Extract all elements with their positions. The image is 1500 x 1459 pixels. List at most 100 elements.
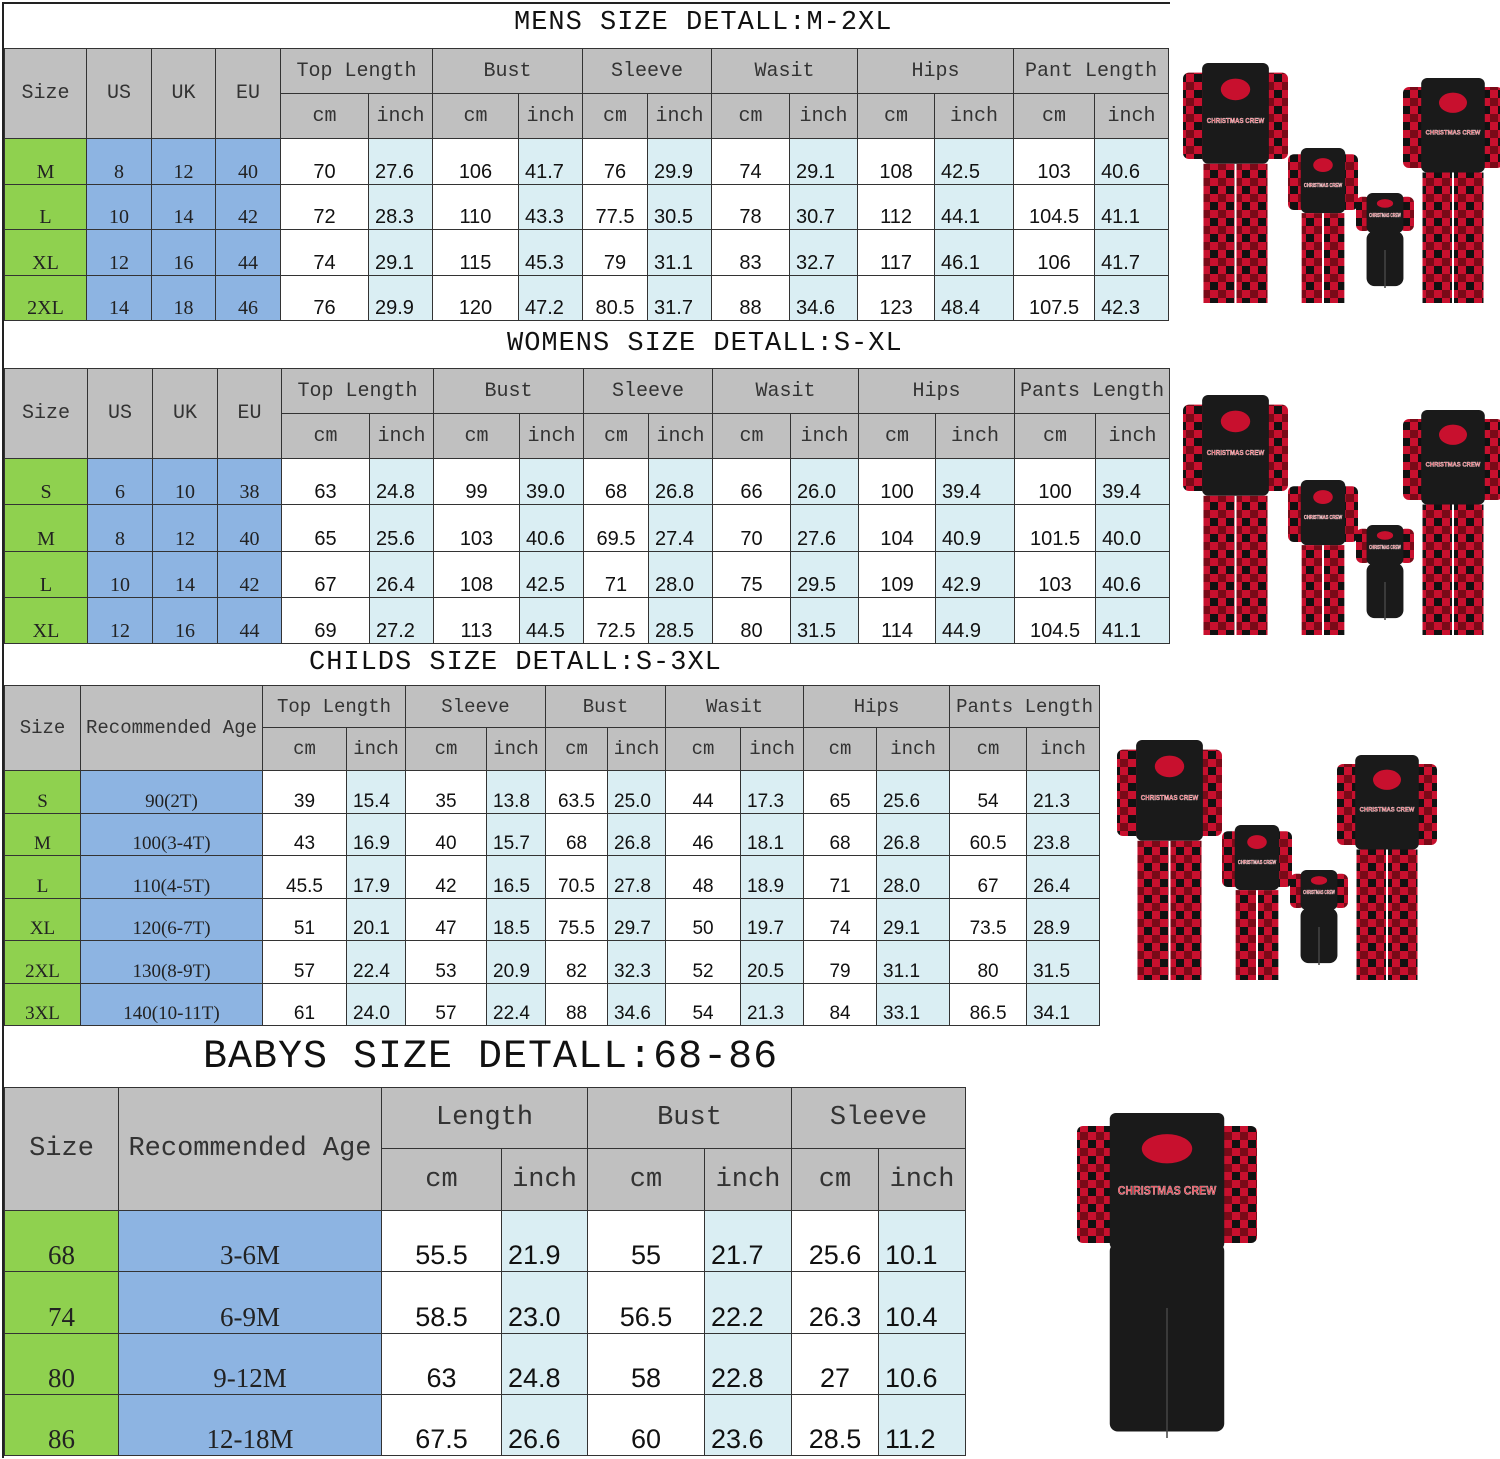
measurement-group-header: Pant Length: [1013, 48, 1170, 94]
fixed-cell: 100(3-4T): [80, 812, 263, 856]
childs-size-table: Size Recommended Age Top Length Sleeve Bust W…: [4, 685, 1101, 1026]
cm-value-cell: 106: [432, 138, 519, 185]
cm-value-cell: 68: [803, 812, 878, 856]
cm-value-cell: 53: [405, 940, 487, 984]
cm-value-cell: 68: [583, 457, 650, 506]
inch-value-cell: 40.0: [1095, 504, 1171, 552]
inch-value-cell: 31.5: [1026, 940, 1101, 984]
cm-value-cell: 74: [803, 897, 878, 941]
inch-value-cell: 27.8: [607, 855, 667, 899]
fixed-cell: 120(6-7T): [80, 897, 263, 941]
unit-header-inch: inch: [789, 93, 859, 139]
measurement-group-header: Pants Length: [1014, 368, 1171, 414]
cm-value-cell: 51: [262, 897, 347, 941]
inch-value-cell: 46.1: [934, 229, 1015, 276]
table-row: S 90(2T) 39 15.4 35 13.8 63.5 25.0 44 17.3 65 25.6 5…: [4, 770, 1101, 814]
table-row: 74 6-9M 58.5 23.0 56.5 22.2 26.3 10.4: [4, 1271, 966, 1334]
inch-value-cell: 31.5: [790, 596, 860, 645]
fixed-cell: 8: [87, 504, 153, 552]
cm-value-cell: 106: [1013, 229, 1096, 276]
inch-value-cell: 40.6: [518, 504, 585, 552]
cm-value-cell: 44: [665, 770, 742, 814]
inch-value-cell: 26.8: [607, 812, 667, 856]
cm-value-cell: 57: [405, 982, 487, 1026]
fixed-cell: 12: [152, 504, 218, 552]
unit-header-cm: cm: [803, 727, 878, 771]
christmas-crew-print: CHRISTMAS CREW: [1303, 890, 1335, 896]
inch-value-cell: 39.0: [518, 457, 585, 506]
cm-value-cell: 57: [262, 940, 347, 984]
christmas-crew-print: CHRISTMAS CREW: [1304, 515, 1343, 521]
inch-value-cell: 10.6: [878, 1332, 966, 1395]
unit-header-inch: inch: [934, 93, 1015, 139]
cm-value-cell: 28.5: [791, 1393, 879, 1457]
cm-value-cell: 58.5: [381, 1271, 502, 1334]
inch-value-cell: 43.3: [517, 183, 584, 230]
cm-value-cell: 54: [949, 770, 1028, 814]
cm-value-cell: 79: [803, 940, 878, 984]
inch-value-cell: 44.1: [934, 183, 1015, 230]
unit-header-cm: cm: [949, 727, 1028, 771]
cm-value-cell: 65: [803, 770, 878, 814]
cm-value-cell: 120: [432, 274, 519, 321]
inch-value-cell: 39.4: [935, 457, 1016, 506]
inch-value-cell: 26.4: [369, 550, 434, 598]
cm-value-cell: 74: [711, 138, 791, 185]
inch-value-cell: 17.3: [740, 770, 805, 814]
fixed-cell: 140(10-11T): [80, 982, 263, 1026]
inch-value-cell: 25.6: [369, 504, 434, 552]
womens-size-table: Size US UK EU Top Length Bust Sleeve Wasit Hips P…: [4, 368, 1171, 645]
inch-value-cell: 28.0: [648, 550, 714, 598]
unit-header-inch: inch: [485, 727, 547, 771]
inch-value-cell: 22.8: [704, 1332, 792, 1395]
fixed-cell: 6: [87, 457, 153, 506]
table-row: L 110(4-5T) 45.5 17.9 42 16.5 70.5 27.8 48 18.9 71…: [4, 855, 1101, 899]
cm-value-cell: 60: [587, 1393, 705, 1457]
cm-value-cell: 70: [712, 504, 792, 552]
inch-value-cell: 33.1: [876, 982, 951, 1026]
inch-value-cell: 21.3: [740, 982, 805, 1026]
unit-header-cm: cm: [262, 727, 347, 771]
cm-value-cell: 70: [280, 138, 369, 185]
cm-value-cell: 67: [949, 855, 1028, 899]
inch-value-cell: 44.5: [518, 596, 585, 645]
christmas-crew-print: CHRISTMAS CREW: [1426, 461, 1481, 468]
christmas-crew-print: CHRISTMAS CREW: [1207, 117, 1265, 125]
inch-value-cell: 34.6: [789, 274, 859, 321]
column-header: Size: [4, 1087, 119, 1211]
fixed-cell: 130(8-9T): [80, 940, 263, 984]
inch-value-cell: 20.5: [740, 940, 805, 984]
column-header: EU: [215, 48, 281, 139]
size-cell: XL: [4, 897, 81, 941]
cm-value-cell: 69.5: [583, 504, 650, 552]
unit-header-cm: cm: [791, 1148, 879, 1211]
cm-value-cell: 60.5: [949, 812, 1028, 856]
table-row: 2XL 14 18 46 76 29.9 120 47.2 80.5 31.7 88 34.6 123 4…: [4, 274, 1170, 321]
cm-value-cell: 88: [545, 982, 609, 1026]
inch-value-cell: 24.8: [501, 1332, 588, 1395]
measurement-group-header: Bust: [587, 1087, 792, 1149]
cm-value-cell: 75: [712, 550, 792, 598]
cm-value-cell: 86.5: [949, 982, 1028, 1026]
inch-value-cell: 21.3: [1026, 770, 1101, 814]
size-cell: M: [4, 504, 88, 552]
inch-value-cell: 31.7: [647, 274, 713, 321]
unit-header-cm: cm: [432, 93, 519, 139]
cm-value-cell: 101.5: [1014, 504, 1097, 552]
measurement-group-header: Top Length: [262, 685, 406, 728]
cm-value-cell: 35: [405, 770, 487, 814]
cm-value-cell: 80: [712, 596, 792, 645]
childs-family-photo: CHRISTMAS CREW CHRISTMAS CREW CHRISTMAS CR…: [1117, 740, 1437, 980]
inch-value-cell: 24.8: [369, 457, 434, 506]
measurement-group-header: Top Length: [281, 368, 434, 414]
inch-value-cell: 13.8: [485, 770, 547, 814]
cm-value-cell: 52: [665, 940, 742, 984]
inch-value-cell: 18.9: [740, 855, 805, 899]
size-cell: 86: [4, 1393, 119, 1457]
size-cell: XL: [4, 596, 88, 645]
unit-header-inch: inch: [740, 727, 805, 771]
inch-value-cell: 28.5: [648, 596, 714, 645]
size-cell: 68: [4, 1209, 119, 1273]
cm-value-cell: 76: [582, 138, 649, 185]
cm-value-cell: 112: [857, 183, 936, 230]
